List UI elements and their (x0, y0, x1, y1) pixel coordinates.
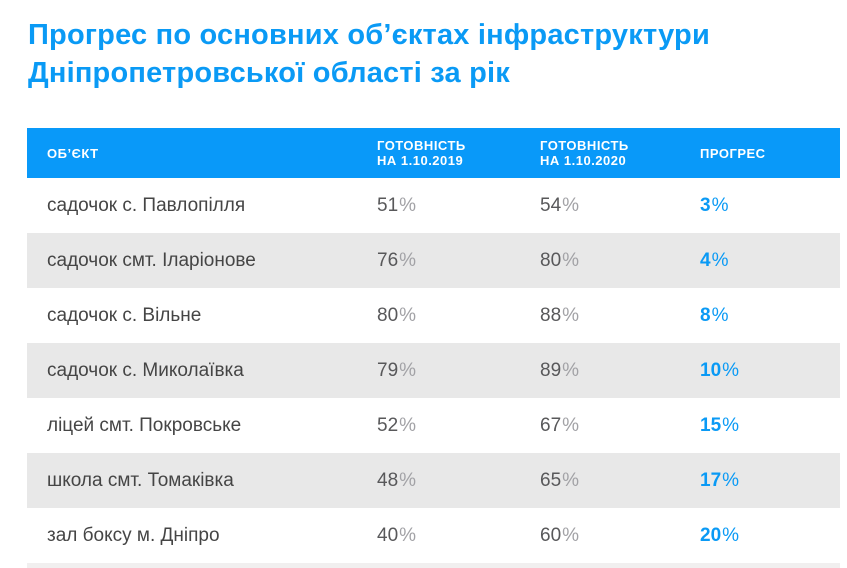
object-name: садочок с. Миколаївка (47, 359, 244, 381)
value-text: 17 (700, 469, 722, 491)
percent-sign: % (562, 414, 580, 436)
value-text: 80 (377, 304, 399, 326)
table-row: садочок с. Вільне 80% 88% 8% (27, 288, 840, 343)
readiness-2020-value: 88% (540, 305, 700, 327)
value-text: 20 (700, 524, 722, 546)
table-row: садочок с. Миколаївка 79% 89% 10% (27, 343, 840, 398)
value-text: 8 (700, 304, 711, 326)
percent-sign: % (711, 249, 729, 271)
value-text: 79 (377, 359, 399, 381)
progress-value: 4% (700, 250, 840, 272)
value-text: 67 (540, 414, 562, 436)
value-text: 89 (540, 359, 562, 381)
percent-sign: % (399, 414, 417, 436)
readiness-2019-value: 79% (377, 360, 540, 382)
value-text: 10 (700, 359, 722, 381)
readiness-2019-value: 76% (377, 250, 540, 272)
column-header-object: ОБ’ЄКТ (47, 145, 99, 161)
value-text: 4 (700, 249, 711, 271)
value-text: 3 (700, 194, 711, 216)
progress-value: 10% (700, 360, 840, 382)
percent-sign: % (399, 249, 417, 271)
readiness-2019-value: 48% (377, 470, 540, 492)
percent-sign: % (399, 194, 417, 216)
readiness-2020-value: 89% (540, 360, 700, 382)
value-text: 60 (540, 524, 562, 546)
percent-sign: % (722, 414, 740, 436)
progress-value: 17% (700, 470, 840, 492)
percent-sign: % (562, 304, 580, 326)
value-text: 51 (377, 194, 399, 216)
table-body: садочок с. Павлопілля 51% 54% 3% садочок… (27, 178, 840, 563)
column-header-readiness-2019-line1: ГОТОВНІСТЬ (377, 138, 466, 153)
progress-value: 3% (700, 195, 840, 217)
table-row: садочок с. Павлопілля 51% 54% 3% (27, 178, 840, 233)
column-header-readiness-2020: ГОТОВНІСТЬ НА 1.10.2020 (540, 138, 700, 168)
percent-sign: % (399, 359, 417, 381)
object-name: садочок с. Павлопілля (47, 194, 246, 216)
column-header-readiness-2020-line2: НА 1.10.2020 (540, 153, 627, 168)
column-header-readiness-2019: ГОТОВНІСТЬ НА 1.10.2019 (377, 138, 540, 168)
progress-value: 15% (700, 415, 840, 437)
progress-value: 20% (700, 525, 840, 547)
page-title: Прогрес по основних об’єктах інфраструкт… (28, 16, 828, 92)
value-text: 88 (540, 304, 562, 326)
object-name: садочок с. Вільне (47, 304, 202, 326)
value-text: 54 (540, 194, 562, 216)
page-title-line1: Прогрес по основних об’єктах інфраструкт… (28, 19, 710, 51)
percent-sign: % (711, 194, 729, 216)
column-header-progress: ПРОГРЕС (700, 145, 766, 161)
object-name: школа смт. Томаківка (47, 469, 234, 491)
percent-sign: % (722, 469, 740, 491)
readiness-2019-value: 52% (377, 415, 540, 437)
progress-table: ОБ’ЄКТ ГОТОВНІСТЬ НА 1.10.2019 ГОТОВНІСТ… (27, 128, 840, 568)
percent-sign: % (562, 359, 580, 381)
readiness-2019-value: 51% (377, 195, 540, 217)
value-text: 40 (377, 524, 399, 546)
value-text: 52 (377, 414, 399, 436)
table-row: школа смт. Томаківка 48% 65% 17% (27, 453, 840, 508)
percent-sign: % (722, 524, 740, 546)
column-header-readiness-2020-line1: ГОТОВНІСТЬ (540, 138, 629, 153)
percent-sign: % (562, 524, 580, 546)
column-header-readiness-2019-line2: НА 1.10.2019 (377, 153, 464, 168)
percent-sign: % (399, 304, 417, 326)
readiness-2020-value: 54% (540, 195, 700, 217)
percent-sign: % (562, 194, 580, 216)
progress-value: 8% (700, 305, 840, 327)
page-title-line2: Дніпропетровської області за рік (28, 57, 510, 89)
percent-sign: % (562, 249, 580, 271)
readiness-2020-value: 80% (540, 250, 700, 272)
readiness-2020-value: 65% (540, 470, 700, 492)
value-text: 76 (377, 249, 399, 271)
percent-sign: % (399, 469, 417, 491)
table-row: ліцей смт. Покровське 52% 67% 15% (27, 398, 840, 453)
object-name: ліцей смт. Покровське (47, 414, 242, 436)
readiness-2019-value: 80% (377, 305, 540, 327)
table-header-row: ОБ’ЄКТ ГОТОВНІСТЬ НА 1.10.2019 ГОТОВНІСТ… (27, 128, 840, 178)
value-text: 15 (700, 414, 722, 436)
readiness-2020-value: 67% (540, 415, 700, 437)
value-text: 48 (377, 469, 399, 491)
object-name: садочок смт. Іларіонове (47, 249, 256, 271)
percent-sign: % (562, 469, 580, 491)
readiness-2020-value: 60% (540, 525, 700, 547)
cropped-next-row (27, 563, 840, 568)
readiness-2019-value: 40% (377, 525, 540, 547)
table-row: садочок смт. Іларіонове 76% 80% 4% (27, 233, 840, 288)
object-name: зал боксу м. Дніпро (47, 524, 220, 546)
value-text: 80 (540, 249, 562, 271)
value-text: 65 (540, 469, 562, 491)
table-row: зал боксу м. Дніпро 40% 60% 20% (27, 508, 840, 563)
percent-sign: % (399, 524, 417, 546)
percent-sign: % (722, 359, 740, 381)
percent-sign: % (711, 304, 729, 326)
